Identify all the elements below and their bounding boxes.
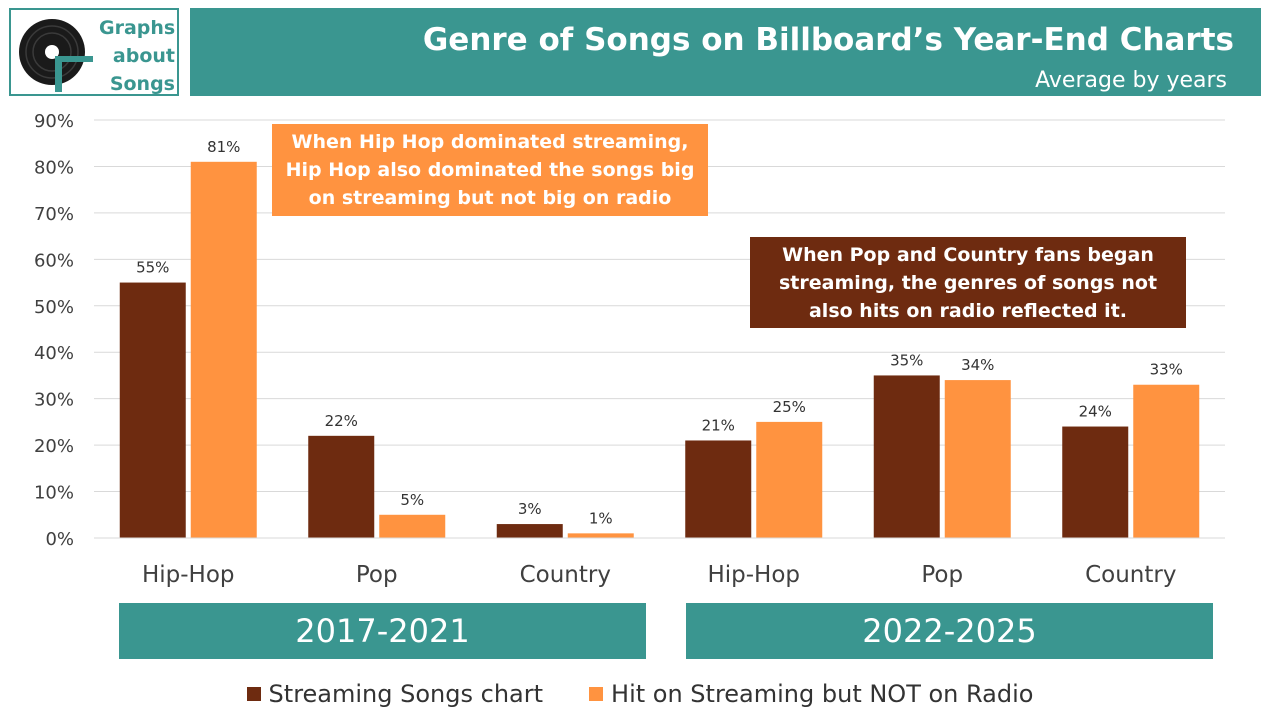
data-label-streaming-5: 24% (1079, 403, 1112, 421)
legend-item-streaming: Streaming Songs chart (246, 680, 544, 708)
data-label-streaming-4: 35% (890, 351, 923, 369)
chart-subtitle: Average by years (1035, 68, 1227, 93)
bar-not-radio-0 (190, 161, 257, 539)
bar-streaming-4 (873, 375, 940, 538)
y-tick-label-80: 80% (34, 157, 74, 178)
data-label-not-radio-0: 81% (207, 138, 240, 156)
logo-line-2: about (112, 45, 175, 67)
period-label-2022-2025: 2022-2025 (686, 603, 1213, 659)
period-label-2017-2021: 2017-2021 (119, 603, 646, 659)
legend-label-streaming: Streaming Songs chart (268, 680, 544, 708)
data-label-not-radio-4: 34% (961, 356, 994, 374)
x-tick-label-4: Pop (921, 562, 963, 588)
data-label-streaming-1: 22% (325, 412, 358, 430)
logo: Graphs about Songs (9, 8, 179, 96)
y-tick-label-20: 20% (34, 436, 74, 457)
data-label-not-radio-1: 5% (400, 491, 424, 509)
data-label-not-radio-2: 1% (589, 509, 613, 527)
data-label-streaming-0: 55% (136, 259, 169, 277)
bar-not-radio-1 (379, 514, 446, 538)
data-label-streaming-2: 3% (518, 500, 542, 518)
bar-streaming-1 (308, 435, 375, 538)
legend-item-not-radio: Hit on Streaming but NOT on Radio (589, 680, 1033, 708)
x-tick-label-2: Country (520, 562, 611, 588)
y-tick-label-40: 40% (34, 343, 74, 364)
logo-line-1: Graphs (99, 17, 176, 39)
annotation-hiphop: When Hip Hop dominated streaming, Hip Ho… (272, 124, 708, 216)
bar-not-radio-2 (567, 533, 634, 538)
data-label-not-radio-3: 25% (773, 398, 806, 416)
title-banner: Genre of Songs on Billboard’s Year-End C… (190, 8, 1261, 96)
bar-not-radio-3 (756, 421, 823, 538)
x-tick-label-5: Country (1085, 562, 1176, 588)
legend-label-not-radio: Hit on Streaming but NOT on Radio (611, 680, 1034, 708)
legend-swatch-streaming (246, 687, 261, 701)
logo-text: Graphs about Songs (99, 14, 175, 98)
legend-swatch-not-radio (589, 687, 604, 701)
chart-title: Genre of Songs on Billboard’s Year-End C… (422, 22, 1234, 58)
bar-streaming-5 (1062, 426, 1129, 538)
y-tick-label-90: 90% (34, 111, 74, 132)
bar-streaming-3 (685, 440, 752, 538)
y-tick-label-70: 70% (34, 204, 74, 225)
bar-not-radio-5 (1133, 384, 1200, 538)
y-tick-label-30: 30% (34, 390, 74, 411)
legend: Streaming Songs chart Hit on Streaming b… (0, 680, 1280, 708)
bar-streaming-2 (496, 524, 563, 538)
data-label-streaming-3: 21% (702, 416, 735, 434)
vinyl-record-icon (19, 19, 93, 92)
logo-line-3: Songs (109, 73, 175, 95)
y-tick-label-0: 0% (45, 529, 74, 550)
y-tick-label-60: 60% (34, 250, 74, 271)
data-label-not-radio-5: 33% (1150, 361, 1183, 379)
y-tick-label-10: 10% (34, 483, 74, 504)
y-tick-label-50: 50% (34, 297, 74, 318)
bar-not-radio-4 (944, 380, 1011, 538)
x-tick-label-1: Pop (356, 562, 398, 588)
bar-streaming-0 (119, 282, 186, 538)
x-tick-label-0: Hip-Hop (142, 562, 235, 588)
annotation-pop-country: When Pop and Country fans began streamin… (750, 237, 1186, 328)
x-tick-label-3: Hip-Hop (707, 562, 800, 588)
